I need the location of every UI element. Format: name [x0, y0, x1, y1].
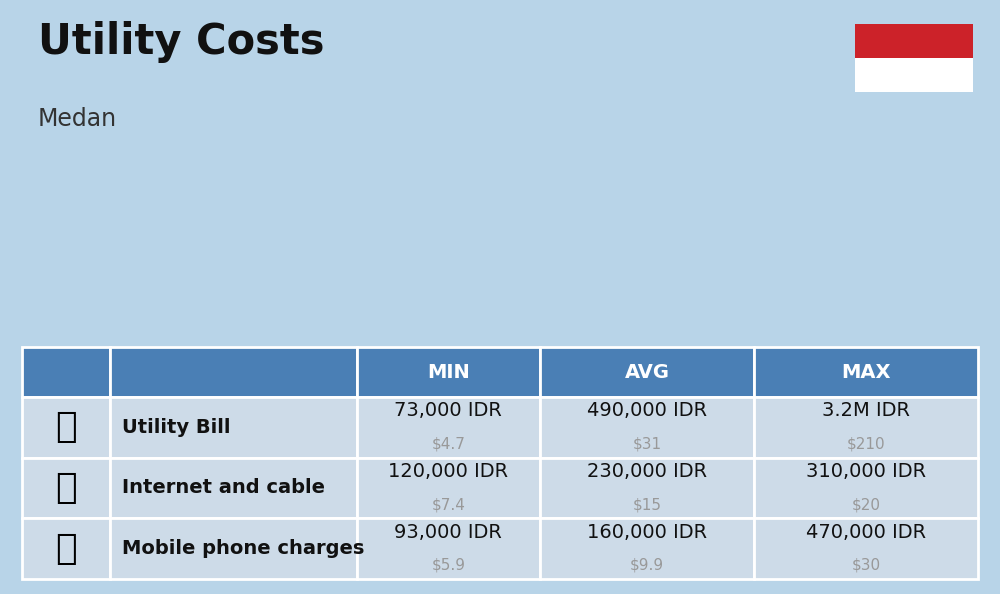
Text: 93,000 IDR: 93,000 IDR [394, 523, 502, 542]
Bar [110, 519, 357, 579]
Bar [754, 347, 978, 397]
Text: 📱: 📱 [55, 532, 77, 565]
Text: 73,000 IDR: 73,000 IDR [394, 401, 502, 420]
Text: 310,000 IDR: 310,000 IDR [806, 462, 926, 481]
Bar [22, 347, 110, 397]
Bar [357, 347, 540, 397]
FancyBboxPatch shape [32, 407, 100, 447]
Text: $5.9: $5.9 [431, 558, 465, 573]
Bar [22, 457, 110, 519]
Text: Utility Costs: Utility Costs [38, 21, 324, 62]
Bar [540, 347, 754, 397]
Text: 📡: 📡 [55, 471, 77, 505]
Text: 3.2M IDR: 3.2M IDR [822, 401, 910, 420]
Text: $9.9: $9.9 [630, 558, 664, 573]
Text: $15: $15 [633, 497, 662, 512]
Text: Utility Bill: Utility Bill [122, 418, 230, 437]
Bar [754, 457, 978, 519]
Text: AVG: AVG [625, 363, 670, 381]
Bar [540, 457, 754, 519]
Text: $31: $31 [633, 437, 662, 451]
FancyBboxPatch shape [32, 468, 100, 508]
Text: Internet and cable: Internet and cable [122, 479, 325, 497]
Text: MIN: MIN [427, 363, 470, 381]
Bar [22, 519, 110, 579]
Bar [110, 457, 357, 519]
Text: $20: $20 [852, 497, 881, 512]
Bar [110, 347, 357, 397]
Bar [357, 397, 540, 457]
Bar [754, 397, 978, 457]
Text: $7.4: $7.4 [431, 497, 465, 512]
FancyBboxPatch shape [32, 529, 100, 568]
Bar [357, 457, 540, 519]
Text: 160,000 IDR: 160,000 IDR [587, 523, 707, 542]
Bar [357, 519, 540, 579]
Text: Mobile phone charges: Mobile phone charges [122, 539, 364, 558]
Bar [540, 519, 754, 579]
Text: 120,000 IDR: 120,000 IDR [388, 462, 508, 481]
Bar [855, 58, 973, 92]
Bar [110, 397, 357, 457]
Text: 490,000 IDR: 490,000 IDR [587, 401, 707, 420]
Text: Medan: Medan [38, 107, 117, 131]
Bar [855, 24, 973, 58]
Text: MAX: MAX [841, 363, 891, 381]
Text: 🔌: 🔌 [55, 410, 77, 444]
Bar [754, 519, 978, 579]
Text: $210: $210 [847, 437, 885, 451]
Bar [22, 397, 110, 457]
Text: 230,000 IDR: 230,000 IDR [587, 462, 707, 481]
Bar [540, 397, 754, 457]
Text: $30: $30 [852, 558, 881, 573]
Text: $4.7: $4.7 [431, 437, 465, 451]
Text: 470,000 IDR: 470,000 IDR [806, 523, 926, 542]
